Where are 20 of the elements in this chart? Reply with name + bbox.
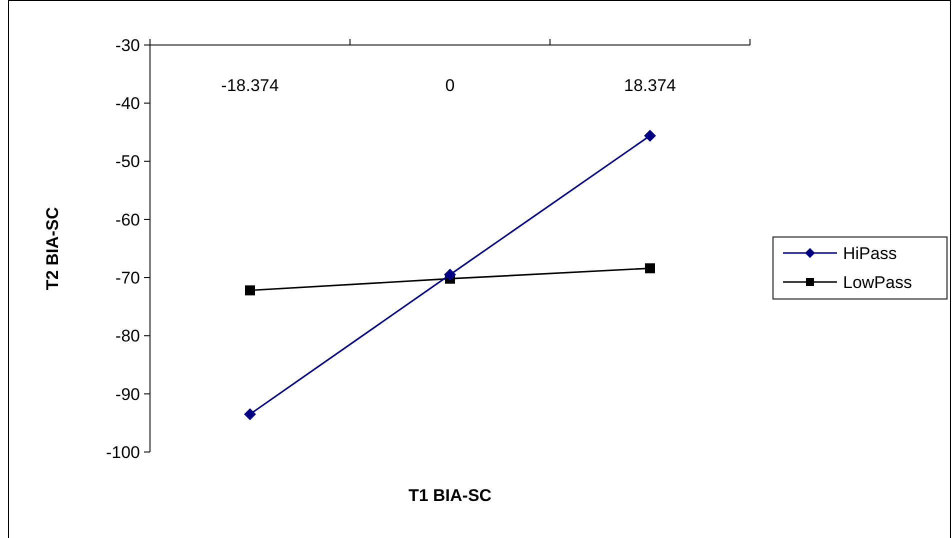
legend-label: LowPass	[843, 272, 912, 292]
y-axis-title: T2 BIA-SC	[43, 206, 62, 290]
y-tick-label: -100	[106, 442, 140, 462]
y-tick-label: -40	[115, 94, 140, 114]
x-tick-label: -18.374	[221, 76, 279, 95]
y-tick-label: -70	[115, 268, 140, 288]
x-axis-title: T1 BIA-SC	[408, 486, 492, 505]
x-tick-label: 18.374	[624, 76, 676, 95]
y-tick-label: -50	[115, 152, 140, 172]
y-tick-label: -90	[115, 384, 140, 404]
point	[644, 130, 656, 142]
legend-label: HiPass	[843, 244, 897, 263]
point	[645, 263, 655, 274]
y-tick-label: -60	[115, 210, 140, 230]
point	[245, 285, 255, 296]
y-tick-label: -80	[115, 326, 140, 346]
y-tick-label: -30	[115, 36, 140, 55]
point	[244, 408, 256, 420]
point	[444, 268, 456, 281]
x-tick-label: 0	[445, 76, 455, 95]
